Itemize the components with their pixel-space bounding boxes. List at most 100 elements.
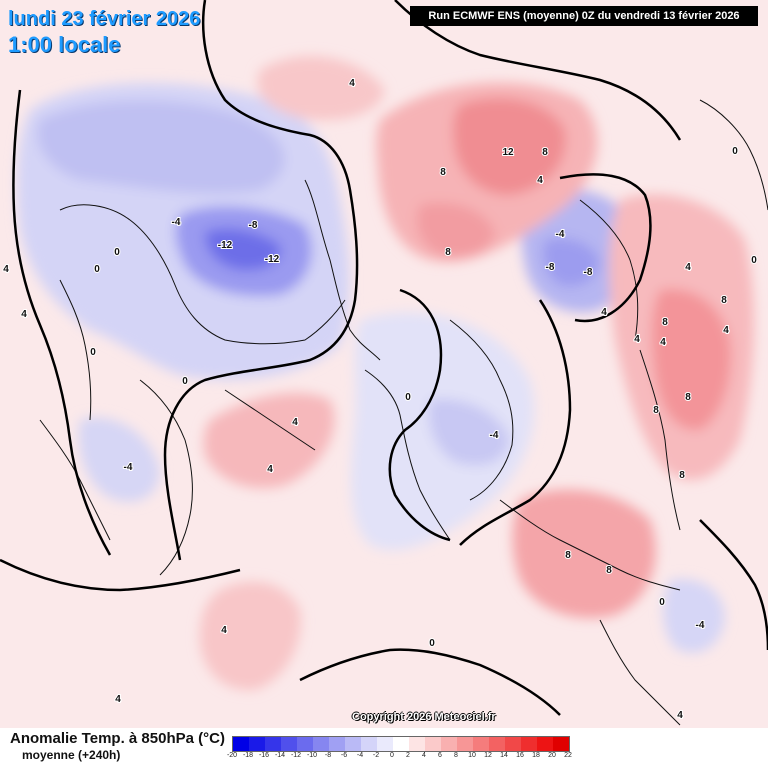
parameter-title: Anomalie Temp. à 850hPa (°C) <box>10 730 225 747</box>
valid-time: 1:00 locale <box>8 32 121 57</box>
contour-value-label: 0 <box>659 597 665 608</box>
contour-value-label: -8 <box>584 267 593 278</box>
cold-region-japan <box>663 579 725 653</box>
contour-value-label: 8 <box>445 247 451 258</box>
contour-value-label: 8 <box>679 470 685 481</box>
colorbar <box>232 736 570 752</box>
colorbar-tick-label: -8 <box>324 752 332 759</box>
temperature-anomaly-map: 4 12 8 8 4 8 -8 -12 -12 -4 -8 -8 -4 4 8 8 4 4 8 8 8 4 0 0 4 -4 0 0 0… <box>0 0 768 728</box>
colorbar-tick-label: -20 <box>226 752 238 759</box>
colorbar-swatch <box>425 737 441 751</box>
colorbar-swatch <box>553 737 569 751</box>
colorbar-tick-label: 18 <box>532 752 540 759</box>
contour-value-label: 12 <box>502 147 514 158</box>
contour-value-label: 4 <box>723 325 729 336</box>
colorbar-tick-label: -2 <box>372 752 380 759</box>
cold-core-europe <box>428 399 510 466</box>
contour-value-label: -4 <box>556 229 565 240</box>
contour-value-label: -12 <box>265 254 280 265</box>
contour-value-label: 4 <box>660 337 666 348</box>
contour-value-label: -4 <box>172 217 181 228</box>
colorbar-swatch <box>457 737 473 751</box>
contour-value-label: 8 <box>662 317 668 328</box>
cold-region-pacific <box>78 417 160 502</box>
contour-value-label: -12 <box>218 240 233 251</box>
colorbar-swatch <box>281 737 297 751</box>
warm-region-pacific-south <box>199 581 301 691</box>
colorbar-tick-label: -16 <box>258 752 270 759</box>
contour-value-label: 8 <box>440 167 446 178</box>
colorbar-tick-label: 2 <box>406 752 410 759</box>
copyright-text: Copyright 2026 Meteociel.fr <box>352 711 496 723</box>
run-info-banner: Run ECMWF ENS (moyenne) 0Z du vendredi 1… <box>410 6 758 26</box>
anomaly-shading <box>17 56 755 691</box>
contour-value-label: 4 <box>292 417 298 428</box>
colorbar-tick-label: 22 <box>564 752 572 759</box>
parameter-subtitle: moyenne (+240h) <box>22 748 121 762</box>
contour-value-label: 0 <box>90 347 96 358</box>
colorbar-tick-label: 14 <box>500 752 508 759</box>
warm-core-east-asia <box>651 289 731 431</box>
colorbar-tick-label: 4 <box>422 752 426 759</box>
colorbar-tick-label: 0 <box>390 752 394 759</box>
colorbar-swatch <box>441 737 457 751</box>
colorbar-swatch <box>489 737 505 751</box>
colorbar-tick-label: 20 <box>548 752 556 759</box>
colorbar-swatch <box>361 737 377 751</box>
colorbar-tick-label: 10 <box>468 752 476 759</box>
contour-value-label: 0 <box>429 638 435 649</box>
contour-value-label: -4 <box>124 462 133 473</box>
colorbar-tick-label: -14 <box>274 752 286 759</box>
contour-value-labels: 4 12 8 8 4 8 -8 -12 -12 -4 -8 -8 -4 4 8 8 4 4 8 8 8 4 0 0 4 -4 0 0 0… <box>2 77 758 722</box>
contour-value-label: -4 <box>490 430 499 441</box>
contour-value-label: 4 <box>3 264 9 275</box>
warm-core-barents <box>416 202 495 258</box>
contour-value-label: 0 <box>94 264 100 275</box>
colorbar-tick-label: -6 <box>340 752 348 759</box>
colorbar-swatch <box>409 737 425 751</box>
contour-value-label: 4 <box>349 78 355 89</box>
contour-value-label: 8 <box>721 295 727 306</box>
colorbar-swatch <box>249 737 265 751</box>
contour-value-label: 8 <box>542 147 548 158</box>
colorbar-swatch <box>521 737 537 751</box>
colorbar-tick-label: -4 <box>356 752 364 759</box>
colorbar-swatch <box>377 737 393 751</box>
contour-value-label: 0 <box>182 376 188 387</box>
contour-value-label: 0 <box>114 247 120 258</box>
warm-core-arctic <box>453 98 566 195</box>
contour-value-label: 0 <box>751 255 757 266</box>
colorbar-swatch <box>505 737 521 751</box>
colorbar-tick-label: 12 <box>484 752 492 759</box>
colorbar-tick-label: -18 <box>242 752 254 759</box>
colorbar-tick-label: -10 <box>306 752 318 759</box>
coastlines <box>39 99 768 726</box>
warm-region-pacific-north <box>257 56 385 121</box>
contour-value-label: -8 <box>249 220 258 231</box>
contour-value-label: 8 <box>565 550 571 561</box>
colorbar-tick-label: 8 <box>454 752 458 759</box>
contour-value-label: -8 <box>546 262 555 273</box>
contour-value-label: 4 <box>601 307 607 318</box>
contour-value-label: -4 <box>696 620 705 631</box>
contour-value-label: 0 <box>732 146 738 157</box>
contour-value-label: 4 <box>221 625 227 636</box>
cold-core-siberia <box>543 238 600 287</box>
valid-date: lundi 23 février 2026 <box>8 8 201 30</box>
colorbar-swatch <box>233 737 249 751</box>
cold-core-arctic <box>37 100 285 194</box>
contour-value-label: 8 <box>685 392 691 403</box>
colorbar-ticks: -20 -18 -16 -14 -12 -10 -8 -6 -4 -2 0 2 4 6 8 10 12 14 16 1… <box>227 752 572 764</box>
colorbar-swatch <box>297 737 313 751</box>
contour-value-label: 4 <box>115 694 121 705</box>
contour-value-label: 4 <box>685 262 691 273</box>
warm-region-central-asia <box>512 489 656 619</box>
colorbar-swatch <box>345 737 361 751</box>
colorbar-swatch <box>393 737 409 751</box>
colorbar-swatch <box>313 737 329 751</box>
contour-lines <box>0 0 768 716</box>
colorbar-swatch <box>537 737 553 751</box>
cold-core-deep <box>205 228 281 271</box>
contour-value-label: 4 <box>267 464 273 475</box>
colorbar-tick-label: 16 <box>516 752 524 759</box>
